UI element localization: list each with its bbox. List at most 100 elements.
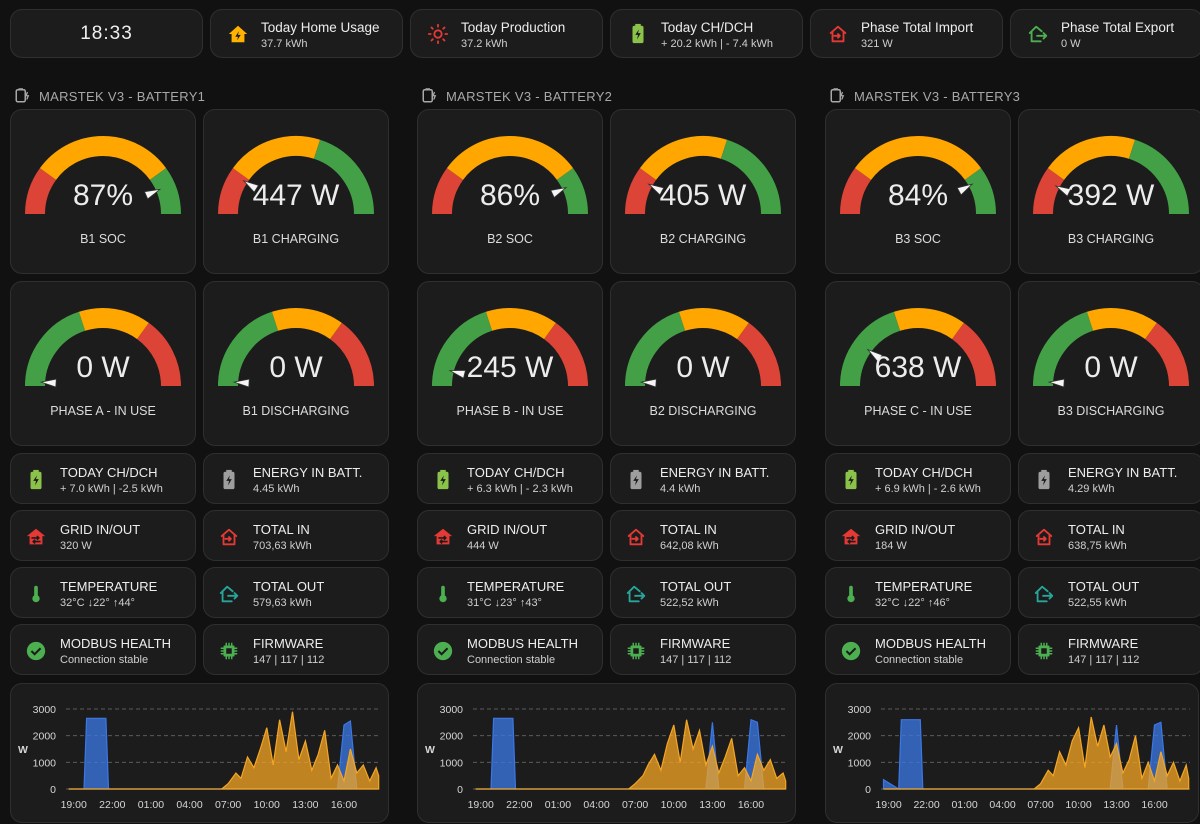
entity-name: TOTAL IN [253,522,310,537]
x-tick-label: 22:00 [99,799,125,811]
gauge-value: 405 W [659,179,747,212]
gauge-card[interactable]: 84% B3 SOC [825,109,1011,274]
gauge-card[interactable]: 392 W B3 CHARGING [1018,109,1200,274]
gauge-value: 392 W [1067,179,1155,212]
x-tick-label: 10:00 [1065,799,1091,811]
x-tick-label: 01:00 [545,799,571,811]
y-tick-label: 1000 [33,757,57,769]
gauge-card[interactable]: 638 W PHASE C - IN USE [825,281,1011,446]
entity-tile[interactable]: GRID IN/OUT 184 W [825,510,1011,561]
entity-state: 31°C ↓23° ↑43° [467,597,542,609]
entity-tile[interactable]: TODAY CH/DCH + 6.3 kWh | - 2.3 kWh [417,453,603,504]
gauge-card[interactable]: 0 W B2 DISCHARGING [610,281,796,446]
check-circle-icon [840,640,862,662]
entity-name: TODAY CH/DCH [875,465,973,480]
clock-card: 18:33 [10,9,203,58]
entity-name: TODAY CH/DCH [60,465,158,480]
thermometer-icon [432,583,454,605]
gauge-value: 0 W [269,351,323,384]
entity-tile[interactable]: TOTAL OUT 522,55 kWh [1018,567,1200,618]
gauge-label: B3 SOC [895,232,941,246]
entity-state: 522,55 kWh [1068,597,1127,609]
entity-name: TEMPERATURE [60,579,158,594]
entity-name: FIRMWARE [660,636,731,651]
y-axis-label: W [18,744,28,756]
entity-tile[interactable]: TODAY CH/DCH + 6.9 kWh | - 2.6 kWh [825,453,1011,504]
entity-tile[interactable]: MODBUS HEALTH Connection stable [825,624,1011,675]
entity-tile[interactable]: FIRMWARE 147 | 117 | 112 [1018,624,1200,675]
gauge-card[interactable]: 86% B2 SOC [417,109,603,274]
thermometer-icon [840,583,862,605]
entity-tile[interactable]: TEMPERATURE 32°C ↓22° ↑46° [825,567,1011,618]
y-axis-label: W [425,744,435,756]
entity-tile[interactable]: ENERGY IN BATT. 4.4 kWh [610,453,796,504]
entity-tile[interactable]: ENERGY IN BATT. 4.45 kWh [203,453,389,504]
x-tick-label: 16:00 [738,799,764,811]
gauge-value: 245 W [466,351,554,384]
x-tick-label: 16:00 [1141,799,1167,811]
x-tick-label: 19:00 [468,799,494,811]
x-tick-label: 04:00 [989,799,1015,811]
header-tile[interactable]: Today Home Usage 37.7 kWh [210,9,403,58]
history-chart[interactable]: 0 1000 2000 3000 W 19:00 22:00 01:00 04:00 07:00 1… [825,683,1199,823]
entity-tile[interactable]: MODBUS HEALTH Connection stable [10,624,196,675]
gauge-label: B1 CHARGING [252,232,340,246]
entity-tile[interactable]: TOTAL OUT 522,52 kWh [610,567,796,618]
gauge-label: B2 SOC [487,232,533,246]
entity-state: 147 | 117 | 112 [253,654,325,666]
gauge-card[interactable]: 0 W PHASE A - IN USE [10,281,196,446]
gauge-value: 638 W [874,351,962,384]
home-export-icon [1027,23,1049,45]
home-import-icon [827,23,849,45]
gauge-card[interactable]: 87% B1 SOC [10,109,196,274]
entity-tile[interactable]: TEMPERATURE 32°C ↓22° ↑44° [10,567,196,618]
header-tile[interactable]: Today Production 37.2 kWh [410,9,603,58]
gauge-card[interactable]: 0 W B1 DISCHARGING [203,281,389,446]
tile-name: Phase Total Export [1061,20,1175,35]
gauge-label: B2 CHARGING [659,232,747,246]
gauge-label: PHASE C - IN USE [864,404,972,418]
entity-tile[interactable]: GRID IN/OUT 444 W [417,510,603,561]
entity-tile[interactable]: TOTAL IN 642,08 kWh [610,510,796,561]
section-title: MARSTEK V3 - BATTERY1 [14,86,205,107]
gauge-value: 84% [887,179,949,212]
entity-name: TEMPERATURE [467,579,565,594]
x-tick-label: 07:00 [215,799,241,811]
entity-state: 147 | 117 | 112 [1068,654,1140,666]
header-tile[interactable]: Today CH/DCH + 20.2 kWh | - 7.4 kWh [610,9,803,58]
entity-tile[interactable]: GRID IN/OUT 320 W [10,510,196,561]
entity-tile[interactable]: TOTAL OUT 579,63 kWh [203,567,389,618]
check-circle-icon [432,640,454,662]
entity-name: TOTAL OUT [660,579,732,594]
entity-name: TODAY CH/DCH [467,465,565,480]
entity-tile[interactable]: TEMPERATURE 31°C ↓23° ↑43° [417,567,603,618]
gauge-value: 0 W [76,351,130,384]
gauge-card[interactable]: 447 W B1 CHARGING [203,109,389,274]
header-tile[interactable]: Phase Total Import 321 W [810,9,1003,58]
history-chart[interactable]: 0 1000 2000 3000 W 19:00 22:00 01:00 04:00 07:00 1… [417,683,796,823]
entity-state: 32°C ↓22° ↑44° [60,597,135,609]
entity-tile[interactable]: FIRMWARE 147 | 117 | 112 [203,624,389,675]
history-chart[interactable]: 0 1000 2000 3000 W 19:00 22:00 01:00 04:00 07:00 1… [10,683,389,823]
home-lightning-icon [227,23,249,45]
tile-state: 37.2 kWh [461,38,508,50]
entity-tile[interactable]: MODBUS HEALTH Connection stable [417,624,603,675]
x-tick-label: 07:00 [622,799,648,811]
y-tick-label: 3000 [848,704,872,716]
gauge-card[interactable]: 0 W B3 DISCHARGING [1018,281,1200,446]
x-tick-label: 22:00 [913,799,939,811]
tile-name: Phase Total Import [861,20,974,35]
entity-tile[interactable]: TOTAL IN 638,75 kWh [1018,510,1200,561]
entity-tile[interactable]: ENERGY IN BATT. 4.29 kWh [1018,453,1200,504]
gauge-card[interactable]: 245 W PHASE B - IN USE [417,281,603,446]
header-tile[interactable]: Phase Total Export 0 W [1010,9,1200,58]
entity-tile[interactable]: TODAY CH/DCH + 7.0 kWh | -2.5 kWh [10,453,196,504]
gauge-card[interactable]: 405 W B2 CHARGING [610,109,796,274]
y-tick-label: 0 [457,784,463,796]
y-tick-label: 1000 [440,757,464,769]
entity-tile[interactable]: FIRMWARE 147 | 117 | 112 [610,624,796,675]
tile-state: 37.7 kWh [261,38,308,50]
entity-tile[interactable]: TOTAL IN 703,63 kWh [203,510,389,561]
entity-name: FIRMWARE [253,636,324,651]
y-tick-label: 1000 [848,757,872,769]
